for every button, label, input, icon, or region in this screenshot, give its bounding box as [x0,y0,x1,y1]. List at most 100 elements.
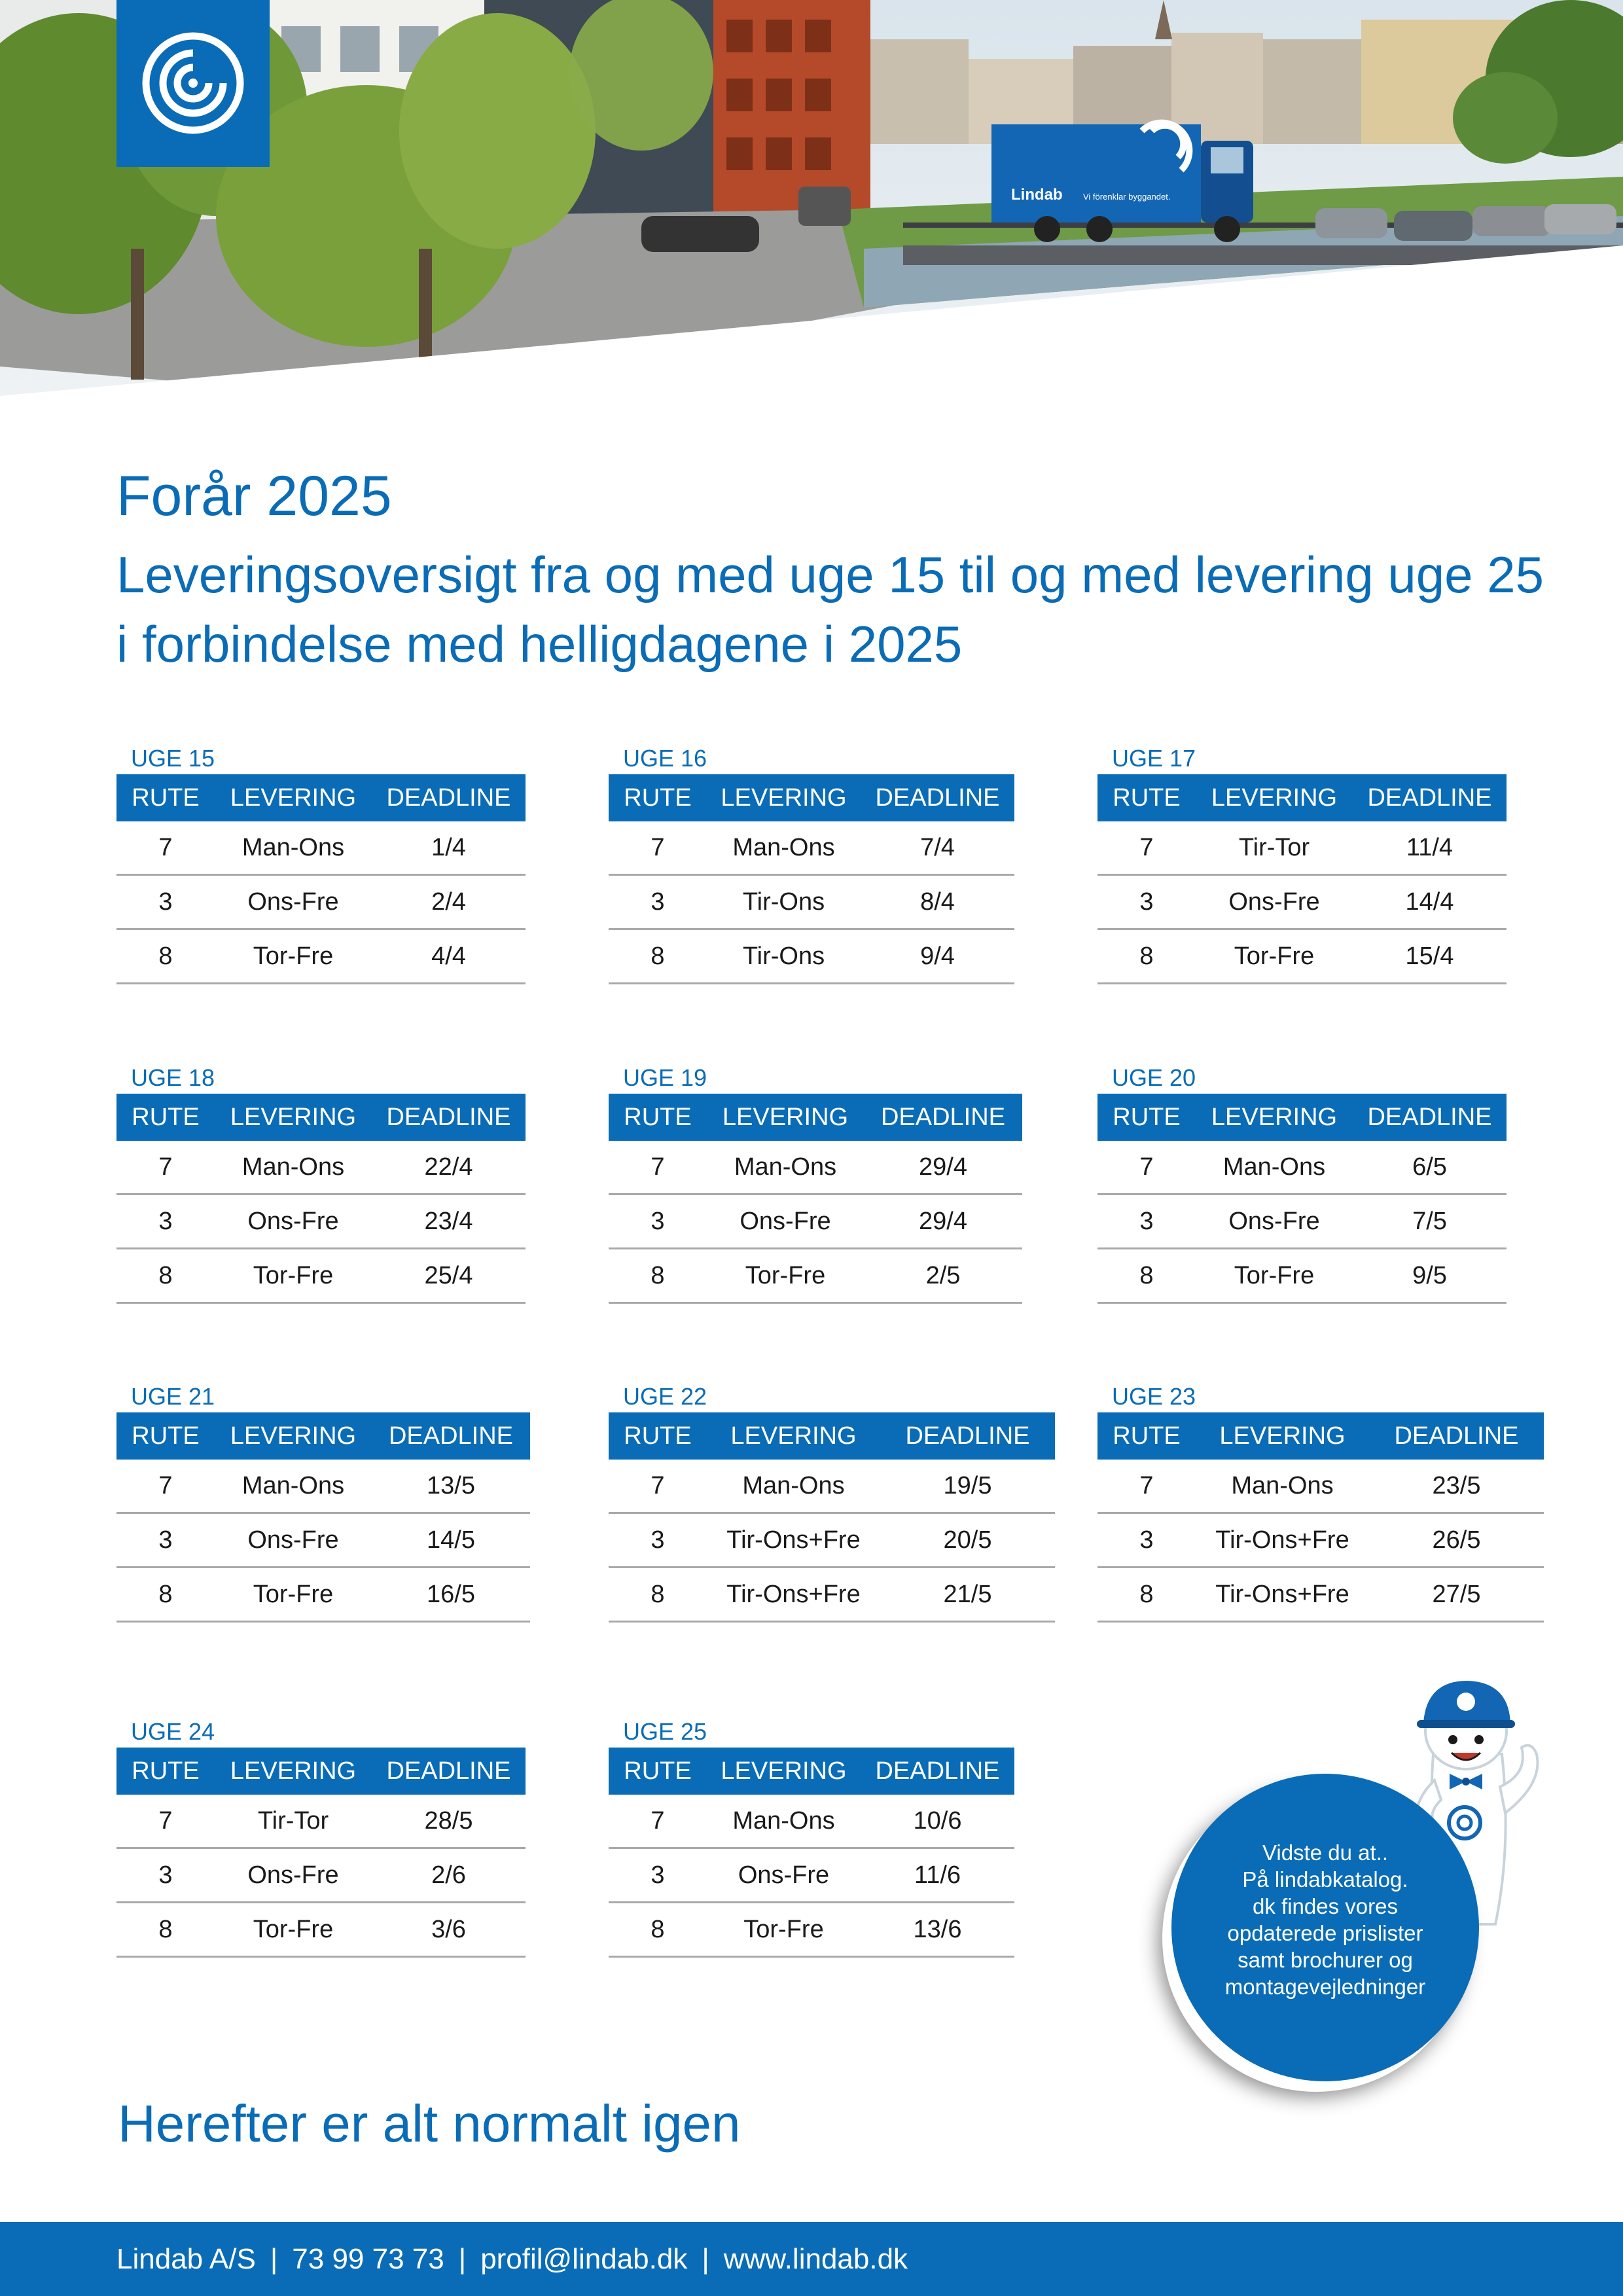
week-label: UGE 25 [623,1718,707,1745]
route-cell: 8 [116,1902,215,1958]
deadline-cell: 13/5 [372,1460,530,1514]
week-block: UGE 21 RUTE LEVERING DEADLINE 7 Man-Ons 13/5 3 O… [116,1381,530,1623]
truck-slogan: Vi förenklar byggandet. [1083,192,1170,202]
deadline-cell: 1/4 [372,821,526,876]
table-row: 7 Man-Ons 10/6 [609,1795,1014,1849]
schedule-table: RUTE LEVERING DEADLINE 7 Tir-Tor 11/4 3 Ons-Fre… [1097,774,1507,984]
deadline-cell: 9/5 [1353,1248,1507,1304]
column-header: RUTE [116,774,215,821]
week-label: UGE 19 [623,1064,707,1091]
deadline-cell: 13/6 [861,1902,1014,1958]
deadline-cell: 10/6 [861,1795,1014,1849]
bubble-line: opdaterede prislister [1227,1921,1423,1945]
delivery-cell: Tir-Ons+Fre [1196,1567,1369,1623]
column-header: LEVERING [215,774,372,821]
column-header: RUTE [1097,774,1196,821]
route-cell: 7 [1097,1141,1196,1195]
route-cell: 7 [609,821,707,876]
delivery-cell: Man-Ons [707,1795,861,1849]
deadline-cell: 11/4 [1353,821,1507,876]
deadline-cell: 3/6 [372,1902,526,1958]
delivery-cell: Man-Ons [215,1460,372,1514]
deadline-cell: 25/4 [372,1248,526,1304]
column-header: RUTE [116,1094,215,1141]
table-row: 8 Tir-Ons 9/4 [609,929,1014,984]
table-row: 3 Ons-Fre 14/5 [116,1513,530,1568]
route-cell: 3 [609,874,707,930]
week-block: UGE 17 RUTE LEVERING DEADLINE 7 Tir-Tor 11/4 3 O… [1097,743,1507,984]
page-title: Forår 2025 [116,465,392,528]
table-header-row: RUTE LEVERING DEADLINE [116,1094,526,1141]
column-header: RUTE [1097,1094,1196,1141]
route-cell: 3 [116,1513,215,1568]
week-label: UGE 23 [1112,1383,1196,1410]
schedule-table: RUTE LEVERING DEADLINE 7 Man-Ons 7/4 3 Tir-Ons 8… [609,774,1014,984]
table-header-row: RUTE LEVERING DEADLINE [1097,1094,1507,1141]
route-cell: 8 [116,1567,215,1623]
delivery-cell: Tor-Fre [215,1567,372,1623]
deadline-cell: 8/4 [861,874,1014,930]
column-header: LEVERING [1196,1412,1369,1460]
footer-website[interactable]: www.lindab.dk [723,2243,908,2275]
route-cell: 8 [1097,929,1196,984]
table-row: 8 Tor-Fre 13/6 [609,1902,1014,1958]
footer-phone[interactable]: 73 99 73 73 [292,2243,444,2275]
delivery-cell: Man-Ons [707,1141,864,1195]
table-header-row: RUTE LEVERING DEADLINE [116,774,526,821]
column-header: LEVERING [707,1094,864,1141]
table-row: 3 Tir-Ons 8/4 [609,874,1014,930]
deadline-cell: 11/6 [861,1848,1014,1903]
column-header: RUTE [609,1412,707,1460]
column-header: RUTE [1097,1412,1196,1460]
column-header: RUTE [116,1412,215,1460]
bubble-line: dk findes vores [1253,1894,1398,1918]
delivery-cell: Man-Ons [1196,1141,1353,1195]
deadline-cell: 23/4 [372,1194,526,1249]
delivery-cell: Tor-Fre [1196,929,1353,984]
table-row: 7 Tir-Tor 28/5 [116,1795,526,1849]
deadline-cell: 19/5 [880,1460,1055,1514]
schedule-table: RUTE LEVERING DEADLINE 7 Man-Ons 6/5 3 Ons-Fre 7… [1097,1094,1507,1304]
week-label: UGE 17 [1112,745,1196,772]
route-cell: 8 [1097,1567,1196,1623]
schedule-table: RUTE LEVERING DEADLINE 7 Man-Ons 19/5 3 Tir-Ons… [609,1412,1055,1623]
route-cell: 8 [116,929,215,984]
week-label: UGE 15 [131,745,215,772]
table-row: 8 Tir-Ons+Fre 21/5 [609,1567,1055,1623]
closing-statement: Herefter er alt normalt igen [118,2094,741,2153]
route-cell: 3 [1097,1513,1196,1568]
delivery-cell: Man-Ons [1196,1460,1369,1514]
table-row: 7 Man-Ons 6/5 [1097,1141,1507,1195]
column-header: LEVERING [707,1748,861,1795]
lindab-logo-icon [142,32,244,134]
deadline-cell: 6/5 [1353,1141,1507,1195]
deadline-cell: 23/5 [1369,1460,1544,1514]
route-cell: 3 [1097,1194,1196,1249]
info-bubble-text: Vidste du at.. På lindabkatalog. dk find… [1211,1839,1440,2000]
schedule-table: RUTE LEVERING DEADLINE 7 Man-Ons 29/4 3 Ons-Fre… [609,1094,1022,1304]
schedule-table: RUTE LEVERING DEADLINE 7 Tir-Tor 28/5 3 Ons-Fre… [116,1748,526,1958]
footer-company: Lindab A/S [116,2243,256,2275]
route-cell: 8 [1097,1248,1196,1304]
delivery-cell: Tor-Fre [707,1248,864,1304]
route-cell: 7 [116,1460,215,1514]
deadline-cell: 28/5 [372,1795,526,1849]
week-block: UGE 16 RUTE LEVERING DEADLINE 7 Man-Ons 7/4 3 Ti… [609,743,1014,984]
week-label: UGE 24 [131,1718,215,1745]
schedule-table: RUTE LEVERING DEADLINE 7 Man-Ons 22/4 3 Ons-Fre… [116,1094,526,1304]
deadline-cell: 21/5 [880,1567,1055,1623]
footer-email[interactable]: profil@lindab.dk [480,2243,688,2275]
schedule-table: RUTE LEVERING DEADLINE 7 Man-Ons 1/4 3 Ons-Fre 2… [116,774,526,984]
deadline-cell: 29/4 [864,1194,1022,1249]
week-block: UGE 19 RUTE LEVERING DEADLINE 7 Man-Ons 29/4 3 O… [609,1062,1022,1304]
column-header: DEADLINE [880,1412,1055,1460]
table-row: 7 Man-Ons 7/4 [609,821,1014,876]
route-cell: 3 [116,1848,215,1903]
deadline-cell: 20/5 [880,1513,1055,1568]
delivery-cell: Tir-Tor [1196,821,1353,876]
delivery-cell: Ons-Fre [215,874,372,930]
schedule-table: RUTE LEVERING DEADLINE 7 Man-Ons 23/5 3 Tir-Ons… [1097,1412,1544,1623]
route-cell: 7 [1097,1460,1196,1514]
bubble-line: montagevejledninger [1224,1975,1426,1999]
table-header-row: RUTE LEVERING DEADLINE [116,1412,530,1460]
